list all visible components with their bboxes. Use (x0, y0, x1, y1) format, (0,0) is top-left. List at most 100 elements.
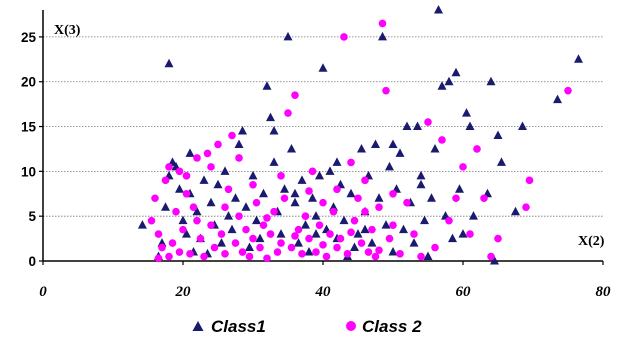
class1-point-5 (164, 58, 174, 68)
class2-point-56 (333, 243, 341, 252)
class2-point-76 (417, 252, 425, 261)
class1-point-76 (409, 238, 419, 247)
class2-point-63 (357, 239, 366, 247)
class2-point-71 (385, 234, 394, 243)
class2-point-44 (291, 91, 299, 99)
class1-point-46 (304, 247, 314, 256)
class1-point-58 (346, 188, 356, 198)
legend: Class1 Class 2 (192, 317, 422, 336)
class1-point-16 (199, 175, 209, 184)
y-tick-label-0: 0 (28, 254, 36, 269)
class2-point-47 (301, 212, 310, 220)
class2-point-28 (235, 212, 243, 220)
class1-point-67 (378, 31, 387, 41)
class1-point-70 (388, 247, 398, 256)
legend-label-class2: Class 2 (362, 317, 422, 336)
class1-point-3 (161, 202, 170, 211)
class1-point-12 (185, 148, 195, 157)
class2-point-85 (480, 194, 488, 203)
class2-point-61 (350, 216, 359, 225)
class2-point-8 (168, 239, 177, 247)
class1-point-90 (458, 229, 468, 238)
class2-point-92 (193, 216, 201, 225)
legend-label-class1: Class1 (211, 317, 266, 336)
class1-point-105 (311, 229, 321, 238)
class1-point-108 (388, 139, 398, 148)
class2-point-88 (522, 203, 530, 212)
class2-point-73 (396, 250, 404, 258)
class1-point-9 (178, 215, 188, 225)
class2-point-64 (361, 207, 369, 216)
class2-point-40 (277, 239, 285, 247)
class2-point-26 (228, 131, 236, 140)
class1-point-45 (301, 220, 310, 229)
class2-point-35 (259, 221, 268, 229)
class1-point-49 (315, 170, 324, 180)
class1-point-97 (493, 130, 503, 139)
class2-point-23 (217, 230, 226, 238)
class1-point-33 (259, 188, 268, 198)
class1-point-107 (360, 224, 370, 234)
class1-point-31 (252, 215, 261, 225)
class2-point-19 (203, 149, 212, 158)
class1-point-92 (465, 121, 475, 131)
class2-point-13 (182, 172, 191, 180)
class2-point-22 (214, 140, 222, 149)
class2-point-59 (343, 250, 352, 258)
class2-point-17 (196, 234, 205, 243)
class2-point-58 (340, 33, 348, 41)
class1-point-40 (283, 31, 293, 41)
class2-point-99 (291, 232, 299, 240)
class2-point-29 (238, 248, 247, 256)
class2-point-39 (273, 248, 282, 256)
class2-point-105 (375, 246, 383, 255)
class2-point-70 (382, 86, 390, 95)
class2-point-15 (189, 203, 198, 212)
class2-point-0 (147, 216, 156, 225)
class1-point-52 (325, 166, 335, 175)
legend-triangle-marker (192, 321, 204, 331)
class2-point-66 (368, 225, 376, 234)
y-tick-labels: 0 5 10 15 20 25 (21, 30, 43, 269)
class1-point-74 (402, 121, 412, 131)
class1-point-99 (511, 206, 520, 216)
class2-point-77 (424, 118, 432, 126)
class2-point-46 (298, 250, 306, 258)
x-tick-label-80: 80 (596, 284, 612, 300)
class2-point-83 (466, 230, 474, 238)
class2-point-74 (403, 198, 411, 207)
class2-point-21 (210, 243, 219, 252)
y-tick-label-20: 20 (21, 75, 36, 90)
class2-point-82 (459, 163, 467, 171)
y-tick-label-25: 25 (21, 30, 37, 45)
class2-point-9 (172, 207, 180, 216)
class2-point-51 (315, 221, 324, 229)
class2-point-4 (158, 243, 166, 252)
class1-point-53 (329, 202, 338, 211)
class2-point-31 (245, 252, 254, 261)
y-tick-label-10: 10 (21, 164, 36, 179)
class2-point-98 (277, 172, 285, 180)
class2-point-55 (329, 207, 338, 216)
class1-point-26 (234, 139, 244, 148)
x-tick-label-0: 0 (39, 284, 47, 300)
class1-point-68 (381, 220, 391, 229)
class2-point-91 (182, 189, 191, 198)
y-tick-label-15: 15 (21, 120, 37, 135)
class2-point-6 (165, 252, 173, 261)
class1-point-50 (318, 63, 328, 72)
class1-point-39 (280, 184, 289, 193)
class1-point-27 (238, 126, 247, 135)
class1-point-79 (420, 215, 429, 225)
class2-point-49 (308, 167, 317, 176)
class2-point-37 (266, 230, 275, 238)
class1-point-21 (217, 238, 226, 247)
class2-point-87 (494, 234, 502, 243)
class2-point-16 (193, 154, 201, 162)
class2-point-75 (410, 230, 418, 238)
class2-point-57 (336, 234, 345, 243)
class1-point-25 (231, 193, 240, 202)
class1-point-66 (374, 193, 384, 202)
class2-point-45 (294, 225, 303, 234)
class2-point-89 (525, 176, 534, 185)
